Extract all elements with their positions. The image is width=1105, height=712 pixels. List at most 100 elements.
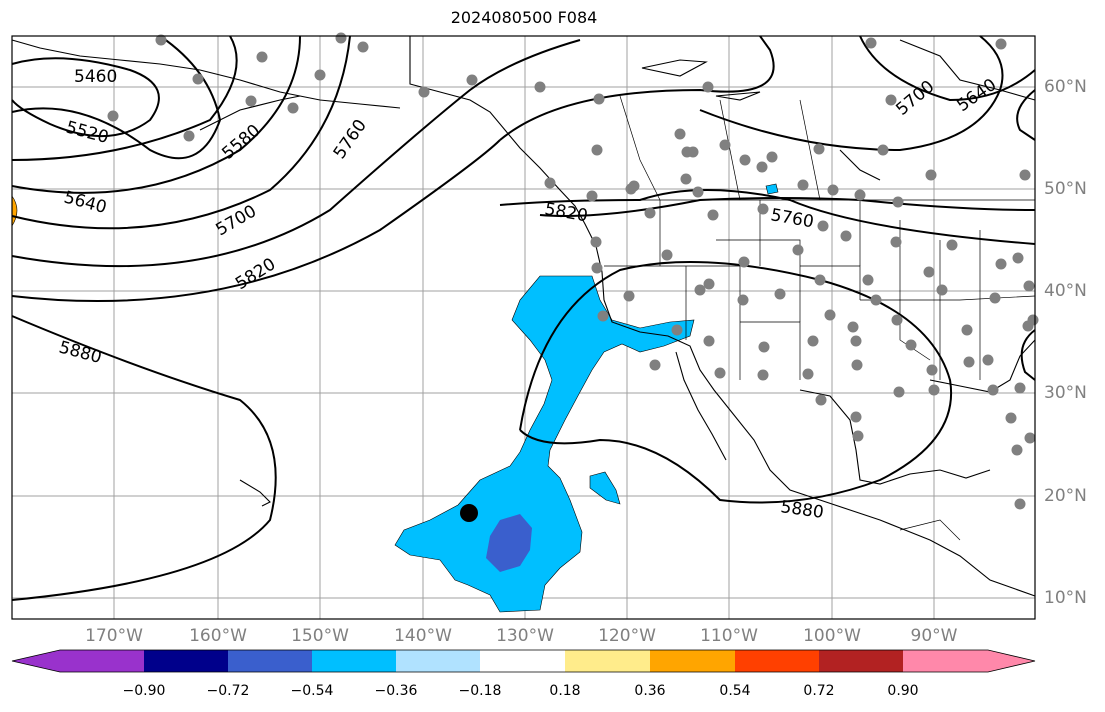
station-dot [946, 239, 958, 251]
station-dot [815, 394, 827, 406]
station-dot [925, 169, 937, 181]
colorbar-segment [903, 650, 988, 672]
station-dot [928, 384, 940, 396]
colorbar-segment [480, 650, 566, 672]
station-dot [813, 143, 825, 155]
colorbar-segment [144, 650, 229, 672]
station-dot [989, 292, 1001, 304]
contour-label: 5460 [74, 67, 117, 87]
lon-label: 130°W [496, 626, 554, 646]
colorbar-segment [650, 650, 736, 672]
lon-label: 160°W [189, 626, 247, 646]
station-dot [926, 364, 938, 376]
station-dot [256, 51, 268, 63]
station-dot [892, 196, 904, 208]
colorbar [11, 649, 1036, 673]
station-dot [1022, 320, 1034, 332]
station-dots [107, 32, 1039, 510]
colorbar-min-extend [12, 650, 60, 672]
station-dot [817, 220, 829, 232]
station-dot [544, 177, 556, 189]
station-dot [597, 310, 609, 322]
station-dot [628, 180, 640, 192]
colorbar-tick-label: −0.36 [374, 683, 418, 699]
station-dot [737, 294, 749, 306]
station-dot [870, 294, 882, 306]
lat-label: 30°N [1044, 383, 1087, 403]
station-dot [714, 367, 726, 379]
colorbar-segment [565, 650, 651, 672]
small-negative-region-2 [765, 183, 779, 195]
station-dot [357, 41, 369, 53]
station-dot [982, 354, 994, 366]
station-dot [335, 32, 347, 44]
station-dot [963, 356, 975, 368]
station-dot [314, 69, 326, 81]
colorbar-tick-label: −0.90 [122, 683, 166, 699]
colorbar-segment [312, 650, 397, 672]
station-dot [766, 151, 778, 163]
colorbar-segment [396, 650, 481, 672]
height-contours [11, 35, 1036, 601]
station-dot [802, 368, 814, 380]
lon-label: 90°W [910, 626, 958, 646]
station-dot [155, 34, 167, 46]
station-dot [758, 341, 770, 353]
station-dot [893, 386, 905, 398]
station-dot [995, 38, 1007, 50]
station-dot [703, 278, 715, 290]
lon-label: 100°W [803, 626, 861, 646]
station-dot [694, 284, 706, 296]
lon-label: 110°W [700, 626, 758, 646]
colorbar-tick-label: 0.36 [634, 683, 666, 699]
station-dot [192, 73, 204, 85]
station-dot [287, 102, 299, 114]
station-dot [840, 230, 852, 242]
station-dot [850, 411, 862, 423]
station-dot [865, 37, 877, 49]
station-dot [757, 369, 769, 381]
station-dot [936, 284, 948, 296]
station-dot [1019, 169, 1031, 181]
lat-label: 20°N [1044, 486, 1087, 506]
station-dot [862, 274, 874, 286]
station-dot [418, 86, 430, 98]
station-dot [1014, 382, 1026, 394]
station-dot [987, 384, 999, 396]
colorbar-tick-label: −0.54 [290, 683, 334, 699]
station-dot [590, 236, 602, 248]
station-dot [183, 130, 195, 142]
small-negative-region [589, 471, 621, 505]
station-dot [680, 173, 692, 185]
political-borders [596, 95, 1036, 541]
station-dot [649, 359, 661, 371]
station-dot [814, 274, 826, 286]
colorbar-tick-label: 0.54 [719, 683, 751, 699]
lon-label: 120°W [598, 626, 656, 646]
station-dot [593, 93, 605, 105]
lat-label: 60°N [1044, 77, 1087, 97]
map-title: 2024080500 F084 [450, 8, 598, 27]
negative-anomaly-region [394, 275, 695, 613]
station-dot [739, 154, 751, 166]
colorbar-segment [60, 650, 145, 672]
colorbar-max-extend [988, 650, 1035, 672]
station-dot [824, 309, 836, 321]
station-dot [702, 81, 714, 93]
colorbar-segment [228, 650, 313, 672]
station-dot [661, 249, 673, 261]
station-dot [719, 139, 731, 151]
station-dot [847, 321, 859, 333]
station-dot [852, 430, 864, 442]
anomaly-shading [11, 183, 779, 613]
station-dot [466, 74, 478, 86]
station-dot [703, 335, 715, 347]
map-frame [11, 35, 1036, 620]
station-dot [738, 256, 750, 268]
station-dot [807, 335, 819, 347]
station-dot [687, 146, 699, 158]
station-dot [674, 128, 686, 140]
lon-label: 140°W [394, 626, 452, 646]
lat-label: 50°N [1044, 179, 1087, 199]
station-dot [905, 339, 917, 351]
